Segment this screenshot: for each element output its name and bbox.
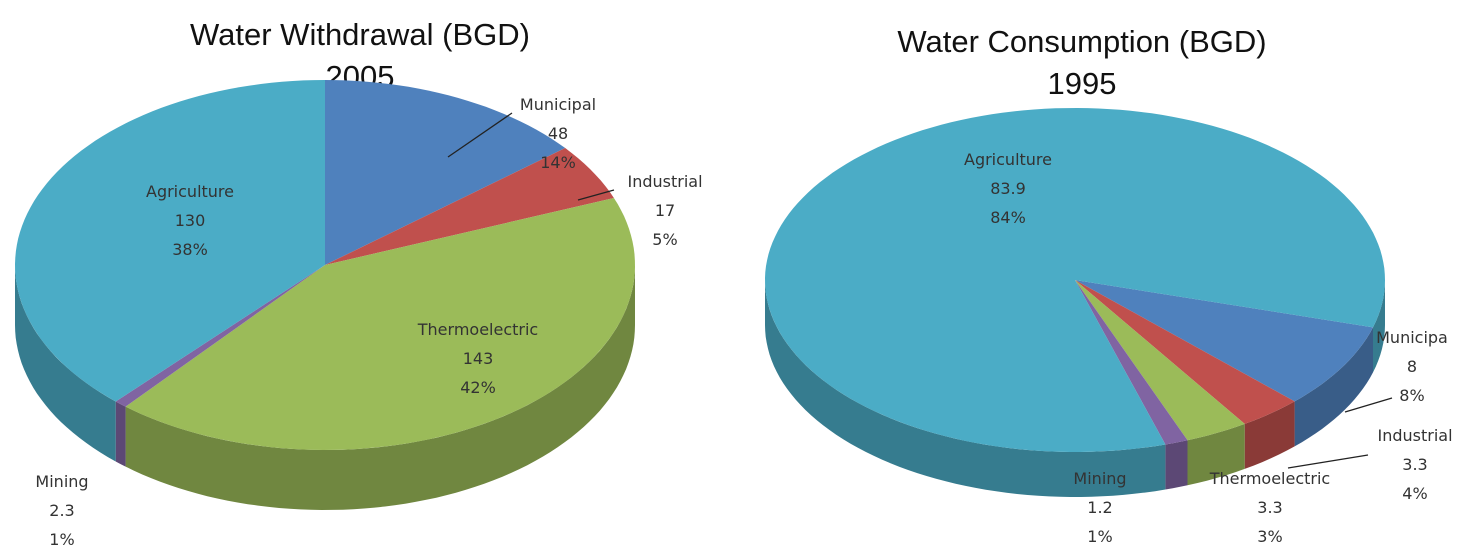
slice <box>1075 280 1373 402</box>
slice <box>115 265 325 407</box>
slice-side <box>765 280 1166 497</box>
leader-line <box>577 189 615 201</box>
slice <box>325 148 614 265</box>
data-label-percent: 42% <box>460 378 496 397</box>
data-label-percent: 8% <box>1399 386 1424 405</box>
data-label-percent: 38% <box>172 240 208 259</box>
slice-side <box>115 401 126 467</box>
data-label-name: Municipal <box>520 95 596 114</box>
data-label-percent: 3% <box>1257 527 1282 546</box>
data-label-name: Thermoelectric <box>417 320 538 339</box>
data-label-value: 1.2 <box>1087 498 1112 517</box>
data-label-name: Mining <box>35 472 88 491</box>
data-label-value: 2.3 <box>49 501 74 520</box>
slice <box>765 108 1385 452</box>
data-label-name: Municipa <box>1376 328 1448 347</box>
chart-subtitle: 1995 <box>1048 66 1117 101</box>
data-label-name: Industrial <box>1377 426 1452 445</box>
data-label-percent: 5% <box>652 230 677 249</box>
data-label-percent: 1% <box>1087 527 1112 546</box>
slice <box>1075 280 1188 445</box>
slice-side <box>1187 423 1245 486</box>
slice <box>1075 280 1245 441</box>
data-label-value: 143 <box>463 349 494 368</box>
slice <box>15 80 325 402</box>
data-label-name: Agriculture <box>146 182 234 201</box>
slice-side <box>125 265 635 510</box>
slice <box>1075 280 1295 424</box>
data-label-name: Industrial <box>627 172 702 191</box>
data-label-value: 3.3 <box>1402 455 1427 474</box>
slice <box>325 80 566 265</box>
slice-side <box>1244 401 1295 469</box>
data-label-percent: 14% <box>540 153 576 172</box>
data-label-value: 8 <box>1407 357 1417 376</box>
data-label-name: Agriculture <box>964 150 1052 169</box>
slice <box>125 198 635 450</box>
data-label-value: 130 <box>175 211 206 230</box>
data-label-name: Mining <box>1073 469 1126 488</box>
data-label-value: 48 <box>548 124 568 143</box>
leader-line <box>447 112 513 158</box>
slice-side <box>1165 440 1188 490</box>
slice-side <box>1373 280 1385 373</box>
leader-line <box>1344 397 1393 413</box>
data-label-value: 17 <box>655 201 675 220</box>
data-label-percent: 1% <box>49 530 74 549</box>
slice-side <box>1294 327 1373 447</box>
data-label-percent: 84% <box>990 208 1026 227</box>
leader-line <box>1287 454 1369 469</box>
data-label-value: 83.9 <box>990 179 1026 198</box>
data-label-percent: 4% <box>1402 484 1427 503</box>
data-label-value: 3.3 <box>1257 498 1282 517</box>
chart-title: Water Withdrawal (BGD) <box>190 17 530 52</box>
slice-side <box>15 265 116 462</box>
data-label-name: Thermoelectric <box>1209 469 1330 488</box>
chart-title: Water Consumption (BGD) <box>897 24 1266 59</box>
